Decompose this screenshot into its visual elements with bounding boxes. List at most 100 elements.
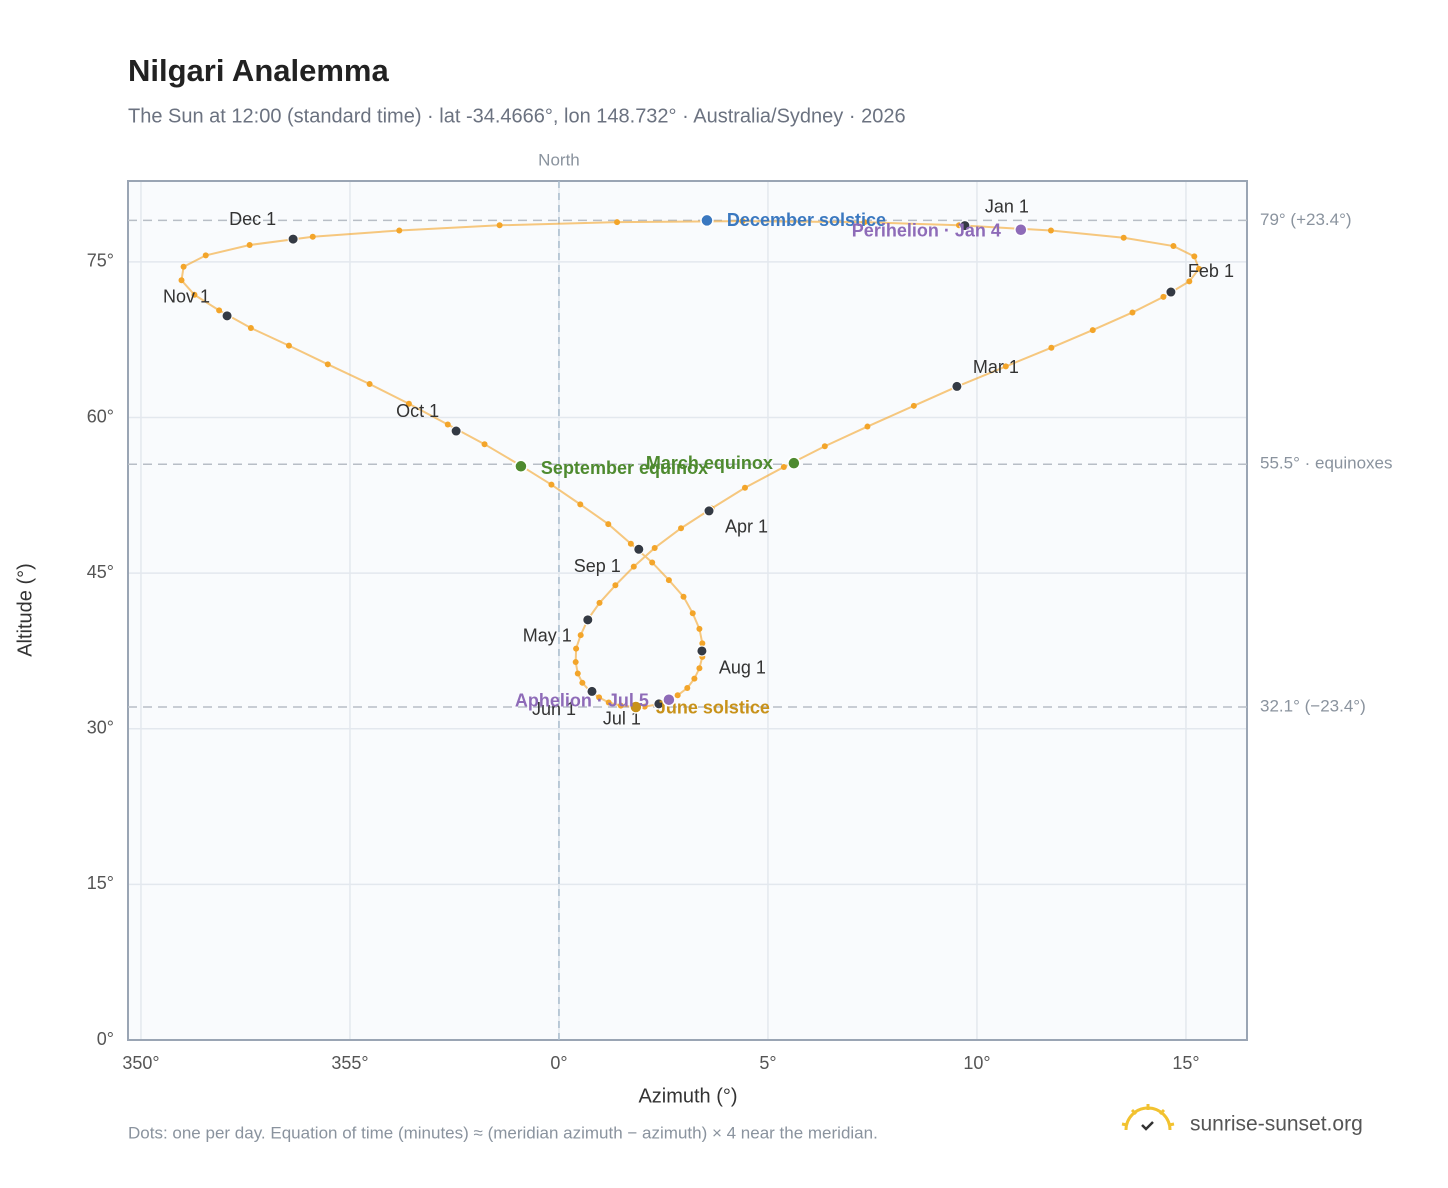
daily-dot	[678, 525, 685, 532]
plot-area	[128, 181, 1247, 1040]
event-marker	[629, 700, 643, 714]
daily-dot	[605, 521, 612, 528]
daily-dot	[577, 501, 584, 508]
month-label: Dec 1	[229, 209, 276, 229]
plot-border	[127, 180, 1248, 1041]
daily-dot	[910, 402, 917, 409]
daily-dot	[481, 441, 488, 448]
daily-dot	[216, 307, 223, 314]
daily-dot	[1195, 265, 1202, 272]
x-tick-label: 5°	[759, 1053, 776, 1073]
event-label: March equinox	[646, 453, 773, 473]
reference-label: 79° (+23.4°)	[1260, 210, 1352, 229]
daily-dot	[780, 464, 787, 471]
daily-dot	[285, 342, 292, 349]
y-tick-label: 45°	[87, 562, 114, 582]
month-label: Jan 1	[985, 196, 1029, 216]
daily-dot	[689, 610, 696, 617]
y-tick-label: 15°	[87, 873, 114, 893]
event-label: Aphelion · Jul 5	[515, 690, 649, 710]
daily-dot	[548, 481, 555, 488]
daily-dot	[674, 692, 681, 699]
y-tick-label: 60°	[87, 406, 114, 426]
daily-dot	[741, 484, 748, 491]
month-label: Sep 1	[574, 556, 621, 576]
daily-dot	[573, 645, 580, 652]
month-marker	[951, 380, 963, 392]
daily-dot	[691, 675, 698, 682]
month-label: Nov 1	[163, 287, 210, 307]
daily-dot	[444, 421, 451, 428]
daily-dot	[596, 694, 603, 701]
daily-dot	[861, 219, 868, 226]
y-axis-label: Altitude (°)	[14, 563, 36, 657]
daily-dot	[1160, 293, 1167, 300]
reference-label: 55.5° · equinoxes	[1260, 454, 1393, 473]
daily-dot	[680, 593, 687, 600]
daily-dot	[1191, 253, 1198, 260]
month-marker	[959, 220, 971, 232]
x-tick-label: 0°	[550, 1053, 567, 1073]
daily-dot	[324, 361, 331, 368]
daily-dot	[1120, 234, 1127, 241]
event-label: December solstice	[727, 210, 886, 230]
daily-dot	[696, 625, 703, 632]
month-label: Mar 1	[973, 357, 1019, 377]
daily-dot	[572, 659, 579, 666]
daily-dot	[405, 400, 412, 407]
month-label: May 1	[523, 626, 572, 646]
daily-dot	[1170, 243, 1177, 250]
daily-dot	[496, 222, 503, 229]
month-marker	[703, 505, 715, 517]
brand-logo	[1121, 1104, 1175, 1131]
event-marker	[787, 456, 801, 470]
daily-dot	[1186, 278, 1193, 285]
daily-dot	[191, 291, 198, 298]
daily-dot	[577, 632, 584, 639]
daily-dot	[180, 263, 187, 270]
daily-dot	[617, 702, 624, 709]
daily-dot	[651, 544, 658, 551]
daily-dot	[739, 218, 746, 225]
daily-dot	[665, 577, 672, 584]
daily-dot	[1089, 327, 1096, 334]
month-label: Aug 1	[719, 658, 766, 678]
month-marker	[221, 310, 233, 322]
month-label: Apr 1	[725, 517, 768, 537]
month-label: Oct 1	[396, 401, 439, 421]
daily-dot	[684, 684, 691, 691]
daily-dot	[821, 443, 828, 450]
daily-dot	[627, 540, 634, 547]
daily-dot	[614, 219, 621, 226]
month-marker	[696, 645, 708, 657]
brand-name: sunrise-sunset.org	[1190, 1113, 1363, 1136]
event-label: June solstice	[656, 698, 770, 718]
daily-dot	[641, 703, 648, 710]
event-marker	[662, 692, 676, 707]
event-marker	[700, 213, 714, 228]
daily-dot	[247, 325, 254, 332]
daily-dot	[649, 559, 656, 566]
daily-dot	[309, 233, 316, 240]
chart-title: Nilgari Analemma	[128, 53, 389, 88]
daily-dot	[864, 423, 871, 430]
daily-dot	[574, 670, 581, 677]
month-marker	[450, 425, 462, 437]
chart-subtitle: The Sun at 12:00 (standard time) · lat -…	[128, 105, 906, 127]
daily-dot	[699, 640, 706, 647]
event-label: September equinox	[541, 458, 708, 478]
month-marker	[586, 685, 598, 697]
daily-dot	[396, 227, 403, 234]
daily-dot	[178, 277, 185, 284]
daily-dot	[605, 699, 612, 706]
x-tick-label: 15°	[1172, 1053, 1199, 1073]
daily-dot	[1002, 363, 1009, 370]
daily-dot	[596, 599, 603, 606]
month-label: Jul 1	[603, 709, 641, 729]
month-marker	[582, 614, 594, 626]
y-tick-label: 0°	[97, 1029, 114, 1049]
meridian-label: North	[538, 150, 580, 169]
month-label: Jun 1	[532, 699, 576, 719]
daily-dot	[696, 665, 703, 672]
